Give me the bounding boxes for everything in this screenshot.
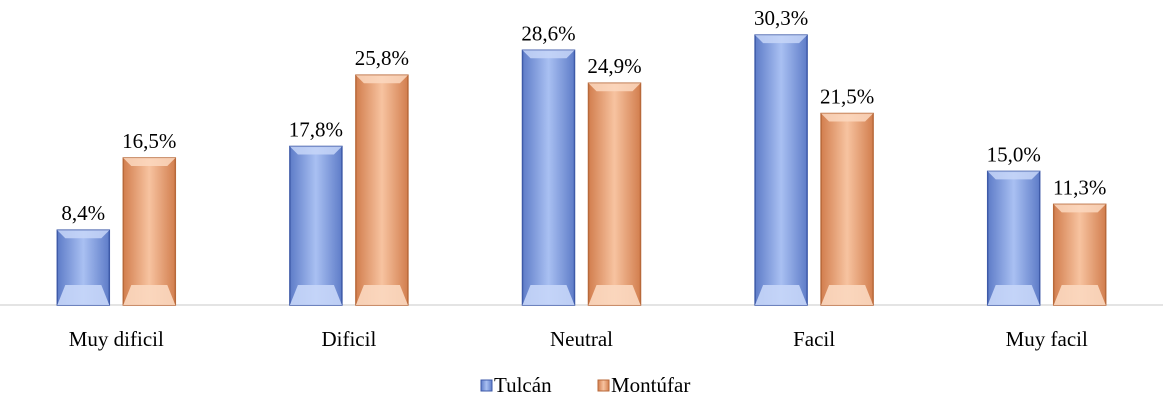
category-label: Neutral bbox=[550, 327, 613, 351]
data-label: 30,3% bbox=[754, 6, 808, 30]
data-label: 17,8% bbox=[289, 117, 343, 141]
legend-swatch bbox=[597, 379, 610, 392]
data-label: 21,5% bbox=[820, 85, 874, 109]
bar-tulcan-4 bbox=[754, 34, 808, 306]
data-label: 11,3% bbox=[1053, 175, 1106, 199]
bar-tulcan-2 bbox=[289, 145, 343, 306]
bar-tulcan-1 bbox=[56, 229, 111, 306]
category-label: Facil bbox=[793, 327, 835, 351]
bar-tulcan-5 bbox=[986, 170, 1041, 306]
data-label: 25,8% bbox=[355, 46, 409, 70]
category-label: Muy facil bbox=[1006, 327, 1088, 351]
legend-label: Montúfar bbox=[611, 373, 690, 397]
bar-montufar-5 bbox=[1052, 203, 1107, 306]
legend-item-montufar: Montúfar bbox=[597, 373, 690, 397]
data-label: 28,6% bbox=[521, 21, 575, 45]
bar-montufar-4 bbox=[820, 112, 874, 306]
legend-item-tulcan: Tulcán bbox=[480, 373, 552, 397]
data-label: 24,9% bbox=[587, 54, 641, 78]
legend-label: Tulcán bbox=[494, 373, 552, 397]
legend-swatch bbox=[480, 379, 493, 392]
bar-tulcan-3 bbox=[521, 49, 576, 306]
data-label: 16,5% bbox=[122, 129, 176, 153]
bar-montufar-3 bbox=[587, 82, 642, 306]
category-label: Dificil bbox=[321, 327, 376, 351]
category-label: Muy dificil bbox=[69, 327, 164, 351]
data-label: 8,4% bbox=[61, 201, 105, 225]
bar-montufar-2 bbox=[355, 74, 409, 306]
data-label: 15,0% bbox=[987, 142, 1041, 166]
bar-montufar-1 bbox=[122, 157, 177, 306]
